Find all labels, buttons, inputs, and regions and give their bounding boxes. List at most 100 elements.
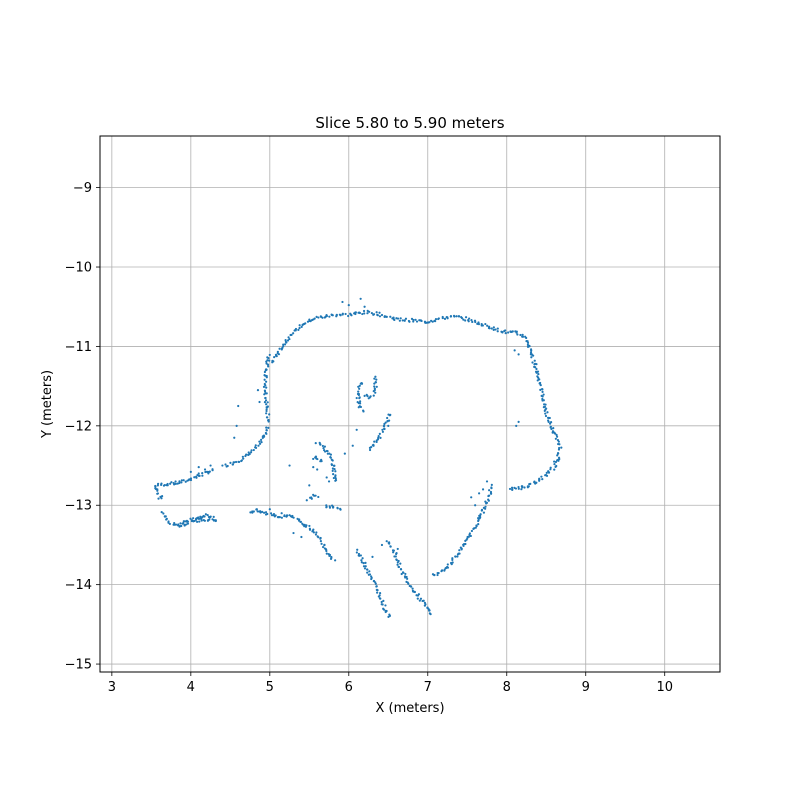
- scatter-point: [315, 531, 318, 534]
- scatter-point: [394, 555, 397, 558]
- scatter-point: [326, 450, 329, 453]
- scatter-point: [156, 492, 159, 495]
- scatter-point: [357, 402, 360, 405]
- scatter-point: [237, 404, 240, 408]
- scatter-point: [280, 512, 283, 515]
- scatter-point: [556, 439, 560, 442]
- scatter-point: [530, 356, 533, 359]
- scatter-point: [334, 470, 337, 473]
- scatter-point: [195, 475, 198, 478]
- scatter-point: [363, 305, 366, 308]
- scatter-point: [359, 382, 362, 385]
- scatter-point: [160, 511, 163, 514]
- scatter-point: [373, 385, 376, 388]
- scatter-point: [545, 471, 548, 474]
- scatter-point: [328, 554, 331, 557]
- scatter-point: [477, 523, 480, 526]
- scatter-point: [195, 520, 199, 523]
- scatter-point: [320, 460, 323, 463]
- scatter-point: [440, 570, 443, 573]
- scatter-point: [399, 562, 402, 565]
- scatter-point: [446, 566, 450, 569]
- scatter-point: [197, 472, 200, 475]
- scatter-point: [252, 448, 255, 452]
- scatter-point: [265, 386, 268, 389]
- scatter-point: [157, 482, 160, 485]
- scatter-point: [378, 432, 381, 435]
- scatter-point: [375, 585, 378, 588]
- scatter-point: [510, 486, 514, 489]
- scatter-point: [261, 510, 264, 513]
- scatter-point: [375, 588, 378, 592]
- scatter-point: [422, 599, 425, 602]
- scatter-point: [481, 488, 485, 491]
- scatter-point: [520, 488, 523, 491]
- scatter-point: [263, 400, 267, 404]
- scatter-point: [189, 470, 192, 473]
- scatter-point: [403, 319, 406, 322]
- scatter-point: [264, 511, 268, 514]
- scatter-point: [550, 427, 553, 431]
- scatter-point: [180, 479, 183, 482]
- scatter-point: [294, 328, 297, 332]
- scatter-point: [231, 463, 235, 466]
- scatter-point: [263, 370, 266, 374]
- scatter-point: [358, 311, 362, 315]
- scatter-point: [384, 610, 387, 614]
- scatter-point: [540, 387, 544, 391]
- scatter-point: [370, 577, 373, 581]
- scatter-point: [446, 563, 449, 566]
- scatter-point: [233, 461, 236, 464]
- scatter-point: [546, 411, 549, 414]
- scatter-point: [355, 551, 358, 554]
- scatter-point: [319, 537, 322, 540]
- scatter-point: [257, 444, 260, 447]
- x-tick-label: 8: [503, 680, 511, 695]
- scatter-point: [249, 511, 252, 514]
- scatter-point: [237, 460, 240, 463]
- scatter-point: [316, 468, 319, 471]
- scatter-point: [538, 479, 541, 482]
- scatter-point: [263, 389, 267, 392]
- scatter-point: [367, 397, 370, 400]
- scatter-point: [329, 453, 332, 456]
- scatter-point: [471, 320, 474, 324]
- scatter-point: [358, 397, 361, 400]
- scatter-point: [331, 506, 335, 509]
- scatter-point: [485, 480, 489, 483]
- scatter-point: [265, 426, 268, 429]
- scatter-point: [336, 506, 339, 509]
- scatter-point: [240, 459, 243, 462]
- scatter-point: [548, 416, 551, 420]
- scatter-point: [377, 595, 380, 598]
- scatter-point: [266, 359, 269, 362]
- scatter-point: [376, 591, 379, 594]
- x-axis-label: X (meters): [375, 701, 444, 716]
- scatter-point: [226, 464, 229, 468]
- scatter-point: [372, 394, 375, 397]
- scatter-point: [396, 547, 399, 551]
- scatter-point: [488, 327, 491, 330]
- scatter-point: [560, 446, 563, 449]
- x-tick-label: 7: [424, 680, 432, 695]
- scatter-point: [470, 319, 473, 322]
- scatter-point: [474, 504, 477, 507]
- scatter-point: [267, 418, 270, 422]
- scatter-point: [351, 444, 354, 447]
- scatter-point: [521, 335, 525, 338]
- scatter-point: [328, 315, 331, 318]
- scatter-point: [534, 366, 537, 369]
- scatter-point: [368, 446, 372, 449]
- scatter-point: [412, 318, 415, 322]
- scatter-point: [485, 502, 488, 505]
- x-tick-label: 9: [582, 680, 590, 695]
- scatter-point: [556, 454, 559, 457]
- scatter-point: [548, 422, 552, 425]
- scatter-point: [533, 363, 536, 366]
- scatter-point: [382, 424, 386, 428]
- scatter-point: [172, 482, 175, 485]
- scatter-point: [265, 374, 268, 378]
- scatter-point: [357, 385, 360, 388]
- scatter-point: [396, 561, 399, 564]
